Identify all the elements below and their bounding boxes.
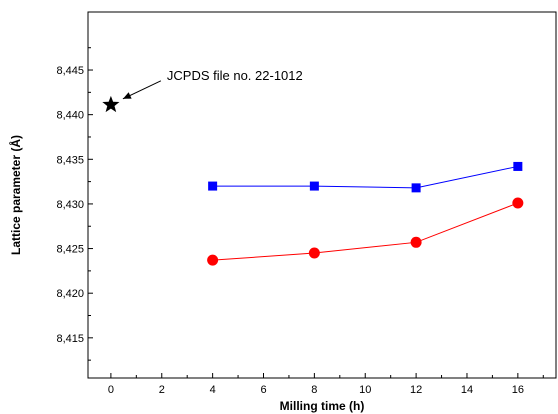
series-1-point — [411, 183, 421, 193]
series-1-line — [212, 165, 518, 189]
x-tick-label: 14 — [461, 384, 473, 396]
x-tick-label: 10 — [359, 384, 371, 396]
y-axis-title: Lattice parameter (Å) — [8, 135, 23, 255]
series-2-line — [212, 202, 519, 261]
x-tick-label: 8 — [311, 384, 317, 396]
annotation-arrow-head — [122, 92, 132, 99]
series-layer — [102, 95, 524, 266]
x-tick-label: 16 — [512, 384, 524, 396]
series-2-point — [410, 236, 422, 248]
x-tick-label: 6 — [260, 384, 266, 396]
series-1-point — [513, 161, 523, 171]
y-axis: 8,415 8,420 8,425 8,430 8,435 8,440 8,445 — [56, 47, 93, 361]
x-axis: 0 2 4 6 8 10 12 14 16 — [108, 373, 544, 396]
y-tick-label: 8,440 — [56, 110, 84, 122]
annotation-label: JCPDS file no. 22-1012 — [167, 68, 303, 83]
annotation-layer: JCPDS file no. 22-1012 — [122, 68, 303, 100]
x-tick-label: 12 — [410, 384, 422, 396]
series-1-point — [208, 181, 218, 191]
y-tick-label: 8,445 — [56, 65, 84, 77]
series-2-point — [308, 247, 320, 259]
x-tick-label: 0 — [108, 384, 114, 396]
x-tick-label: 2 — [159, 384, 165, 396]
y-tick-label: 8,415 — [56, 333, 84, 345]
y-tick-label: 8,430 — [56, 199, 84, 211]
series-2-point — [512, 197, 524, 209]
x-axis-title: Milling time (h) — [280, 399, 365, 413]
x-tick-label: 4 — [210, 384, 216, 396]
y-tick-label: 8,420 — [56, 288, 84, 300]
series-1-point — [309, 181, 319, 191]
reference-star-point — [102, 95, 120, 113]
y-tick-label: 8,425 — [56, 244, 84, 256]
series-2-point — [207, 254, 219, 266]
plot-frame — [87, 11, 557, 379]
y-tick-label: 8,435 — [56, 154, 84, 166]
